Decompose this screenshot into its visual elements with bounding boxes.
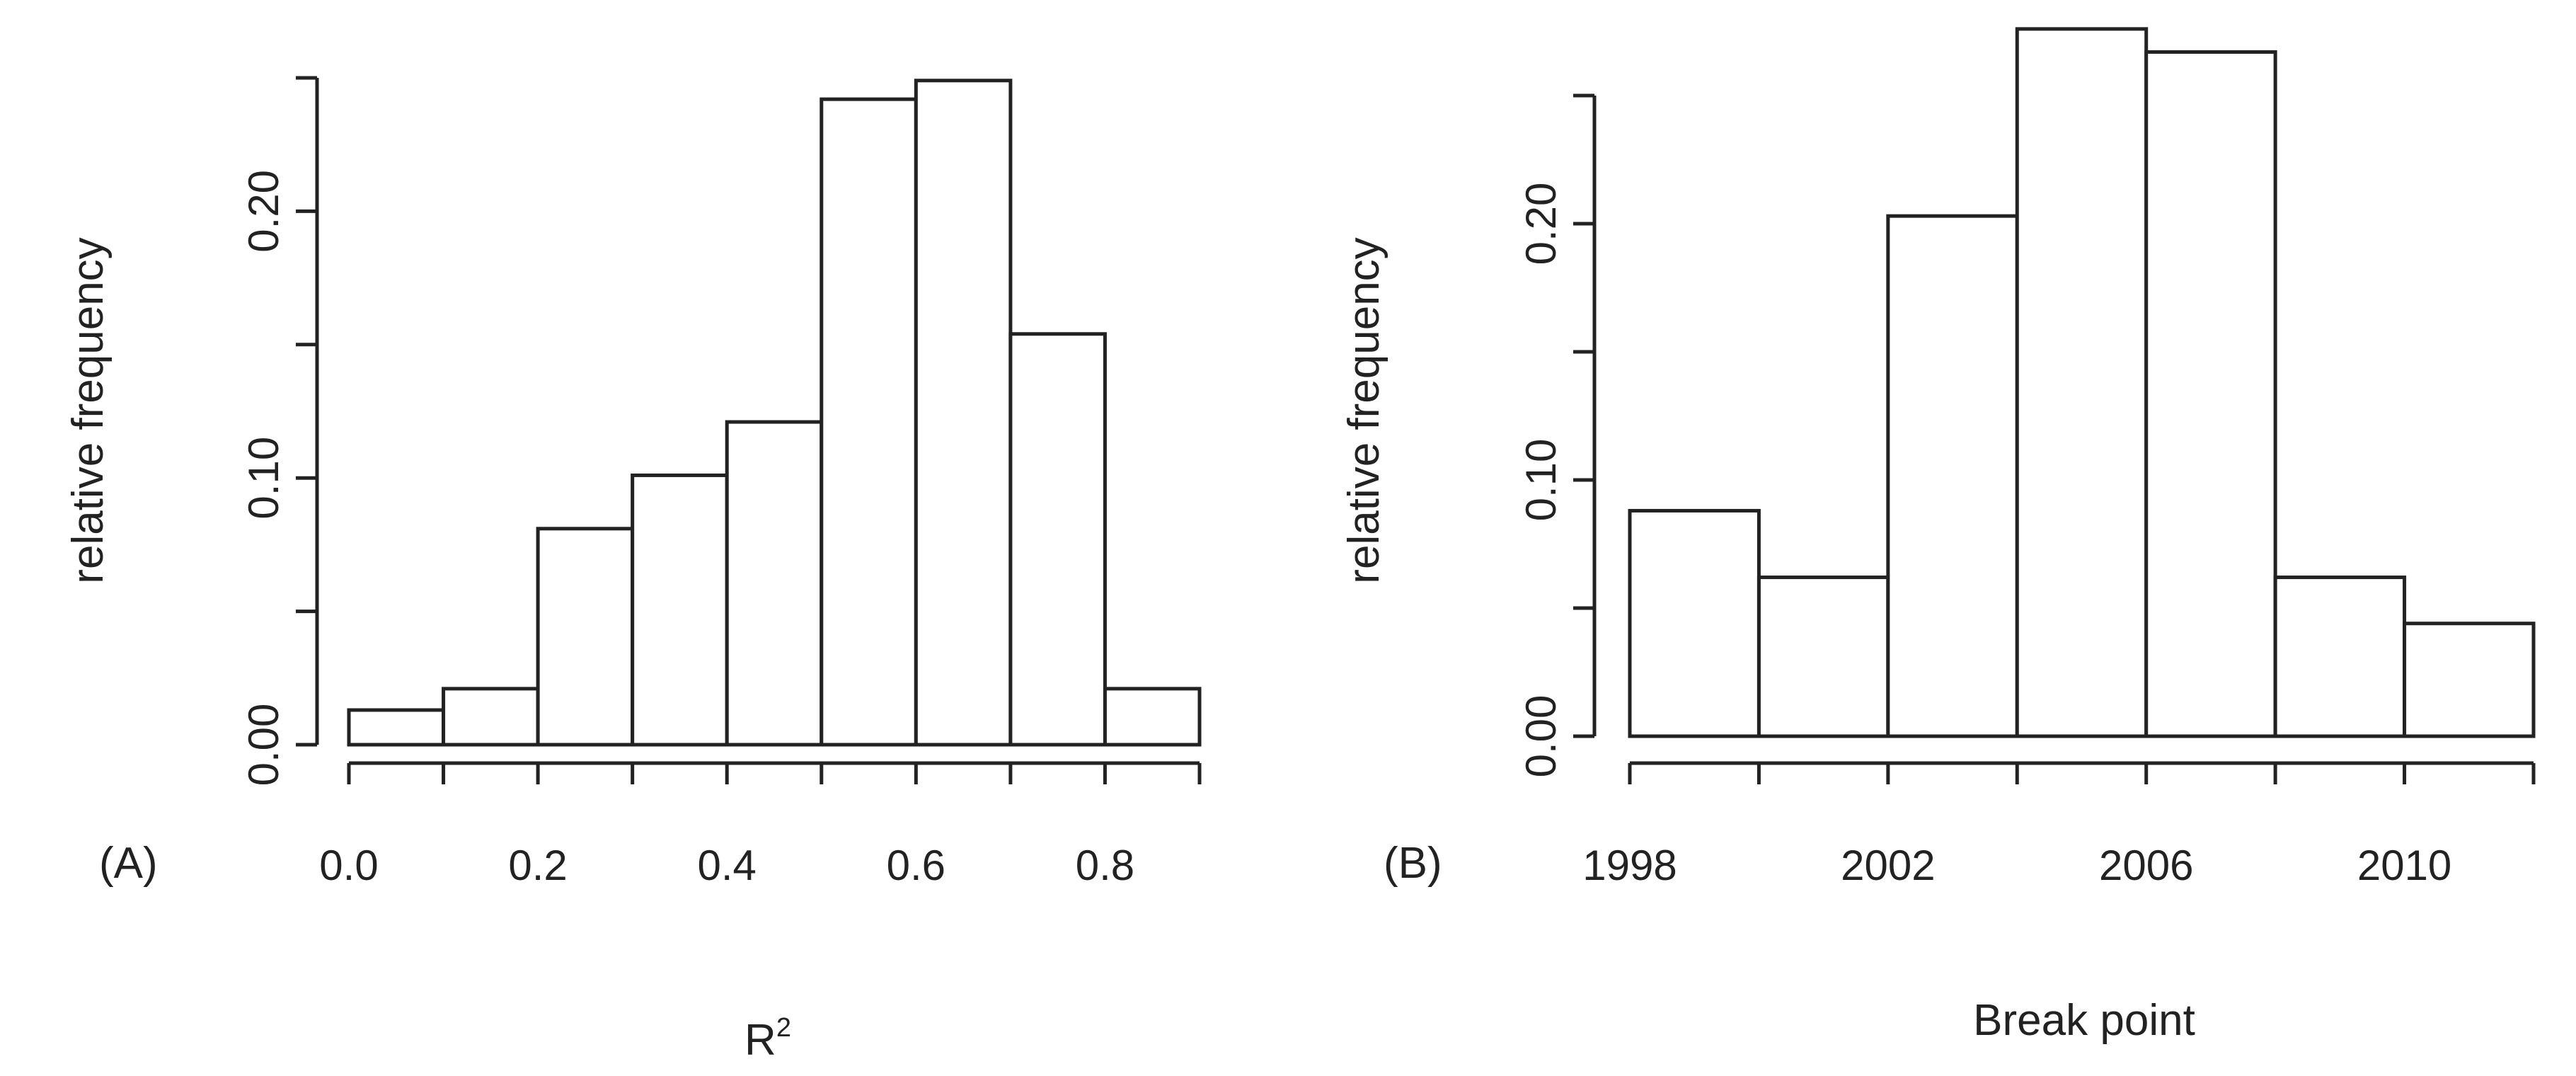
histogram-bar [820,97,918,747]
y-tick-label: 0.10 [1517,439,1565,522]
histogram-bar [347,708,446,747]
y-axis: 0.00 0.10 0.20 [1517,93,1597,778]
x-tick-label: 0.0 [319,842,378,889]
histogram-panel-b: 0.00 0.10 0.20 1998 2002 2006 2010 (B) Break … [1340,27,2536,1045]
x-axis: 1998 2002 2006 2010 [1582,761,2536,889]
histogram-bar [536,527,635,747]
y-tick-label: 0.20 [1517,183,1565,265]
histogram-bars [347,79,1202,747]
histogram-panel-a: 0.00 0.10 0.20 0.0 0.2 0.4 0.6 0.8 (A) R2 rela… [64,76,1202,1065]
y-tick-label: 0.00 [240,704,287,786]
histogram-bar [1628,508,1761,738]
x-tick-label: 2010 [2357,842,2451,889]
histogram-bar [1103,687,1202,747]
y-tick-label: 0.20 [240,170,287,253]
y-axis-title: relative frequency [1340,237,1388,583]
x-axis-title: Break point [1973,996,2195,1045]
x-tick-label: 2006 [2099,842,2193,889]
x-axis: 0.0 0.2 0.4 0.6 0.8 [319,761,1202,889]
panel-label: (B) [1384,839,1442,888]
x-axis-title: R2 [744,1013,791,1065]
histogram-bars [1628,27,2536,738]
histogram-bar [2015,27,2149,738]
histogram-bar [1886,214,2019,738]
x-tick-label: 0.2 [508,842,567,889]
histogram-bar [631,473,729,747]
y-axis: 0.00 0.10 0.20 [240,76,319,786]
y-tick-label: 0.10 [240,437,287,520]
histogram-bar [1008,332,1107,747]
x-tick-label: 0.4 [698,842,757,889]
x-tick-label: 0.6 [887,842,945,889]
y-tick-label: 0.00 [1517,695,1565,778]
histogram-bar [2273,576,2407,738]
y-axis-title: relative frequency [64,237,113,583]
histogram-bar [914,79,1013,747]
x-tick-label: 0.8 [1076,842,1134,889]
panel-label: (A) [99,839,158,888]
histogram-bar [2403,622,2536,738]
histogram-bar [1756,576,1890,738]
histogram-bar [725,420,824,747]
histogram-bar [442,687,540,747]
histogram-bar [2144,50,2277,738]
x-tick-label: 2002 [1841,842,1935,889]
x-tick-label: 1998 [1582,842,1677,889]
